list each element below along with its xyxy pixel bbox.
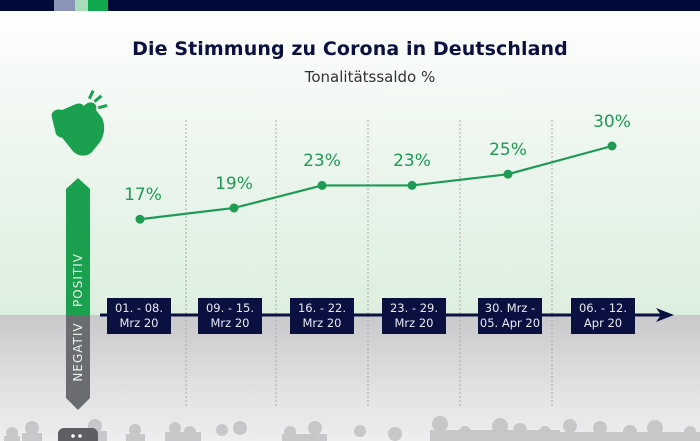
header-swatch <box>54 0 75 11</box>
category-label-line: 30. Mrz - <box>484 301 536 315</box>
data-point <box>407 180 417 190</box>
data-label: 23% <box>393 151 431 172</box>
negative-bar <box>66 315 90 410</box>
data-label: 25% <box>489 140 527 161</box>
data-point <box>503 169 513 179</box>
data-label: 23% <box>303 151 341 172</box>
header-swatch <box>88 0 108 11</box>
positive-area <box>0 11 700 315</box>
series-line <box>139 144 613 221</box>
chart-subtitle: Tonalitätssaldo % <box>304 68 436 86</box>
header-swatch <box>75 0 88 11</box>
data-label: 30% <box>593 112 631 132</box>
category-label-line: 05. Apr 20 <box>479 316 541 330</box>
category-label-line: Mrz 20 <box>119 316 159 330</box>
category-label: 16. - 22. Mrz 20 <box>290 298 354 334</box>
grid-separators <box>185 120 553 408</box>
category-label-line: 09. - 15. <box>205 301 255 315</box>
category-label-line: Mrz 20 <box>302 316 342 330</box>
category-label: 23. - 29. Mrz 20 <box>382 298 446 334</box>
top-bar <box>0 0 700 11</box>
negative-icon-badge <box>58 428 98 441</box>
category-label: 09. - 15. Mrz 20 <box>198 298 262 334</box>
category-label-line: 01. - 08. <box>114 301 164 315</box>
chart-title: Die Stimmung zu Corona in Deutschland <box>132 38 568 60</box>
positive-bar <box>66 178 90 315</box>
category-label: 06. - 12. Apr 20 <box>571 298 635 334</box>
category-label-line: 23. - 29. <box>389 301 439 315</box>
data-point <box>229 203 239 213</box>
category-label: 30. Mrz -05. Apr 20 <box>478 298 542 334</box>
data-label: 19% <box>215 173 253 194</box>
negative-area <box>0 315 700 441</box>
category-label-line: 16. - 22. <box>297 301 347 315</box>
clapping-hands-icon <box>51 89 108 156</box>
x-axis-arrowhead <box>656 308 674 322</box>
crowd-silhouette <box>4 416 700 441</box>
data-point <box>135 214 145 224</box>
data-label: 17% <box>124 185 162 206</box>
data-point <box>607 141 617 151</box>
negative-label: NEGATIV <box>71 322 85 382</box>
category-label-line: 06. - 12. <box>578 301 628 315</box>
category-label-line: Mrz 20 <box>210 316 250 330</box>
data-point <box>317 180 327 190</box>
category-label-line: Apr 20 <box>583 316 623 330</box>
category-label-line: Mrz 20 <box>394 316 434 330</box>
category-label: 01. - 08. Mrz 20 <box>107 298 171 334</box>
